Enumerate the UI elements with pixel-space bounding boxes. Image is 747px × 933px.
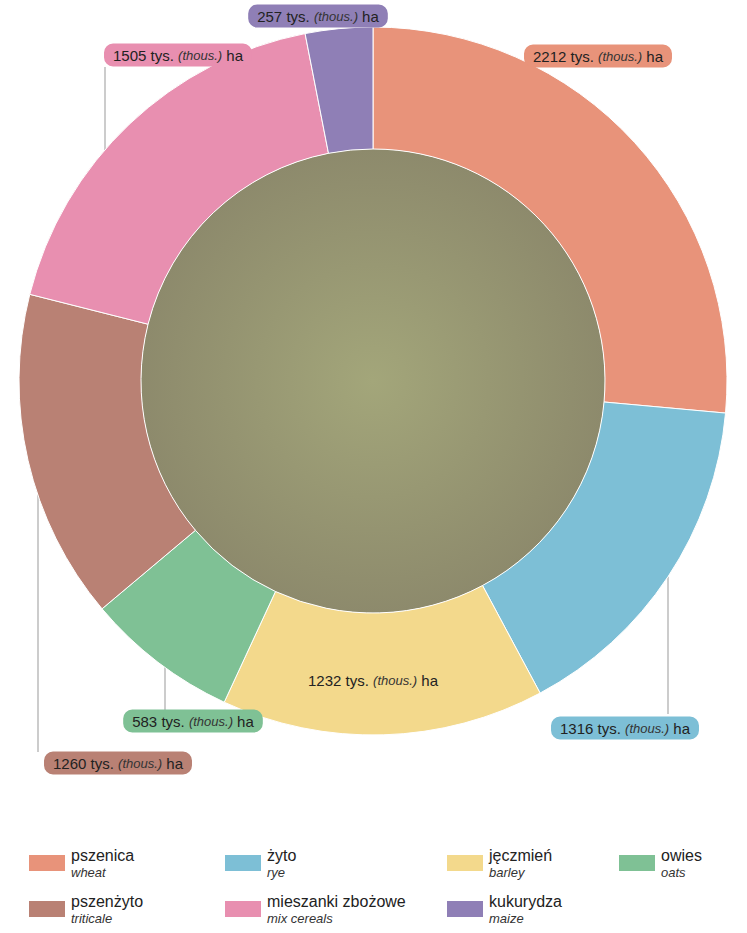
svg-text:(thous.): (thous.) (178, 48, 222, 63)
svg-text:pszenżyto: pszenżyto (71, 893, 143, 910)
svg-text:(thous.): (thous.) (118, 756, 162, 771)
svg-text:1505 tys.: 1505 tys. (113, 47, 178, 64)
svg-text:(thous.): (thous.) (625, 721, 669, 736)
svg-text:ha: ha (162, 755, 184, 772)
svg-text:mieszanki zbożowe: mieszanki zbożowe (267, 893, 406, 910)
svg-text:(thous.): (thous.) (598, 49, 642, 64)
svg-text:1260 tys.: 1260 tys. (53, 755, 118, 772)
svg-text:wheat: wheat (71, 865, 107, 880)
svg-text:(thous.): (thous.) (373, 673, 417, 688)
svg-text:pszenica: pszenica (71, 847, 134, 864)
svg-text:ha: ha (358, 8, 380, 25)
svg-text:ha: ha (669, 720, 691, 737)
svg-text:ha: ha (222, 47, 244, 64)
svg-text:ha: ha (417, 672, 439, 689)
svg-text:barley: barley (489, 865, 526, 880)
svg-text:kukurydza: kukurydza (489, 893, 562, 910)
svg-text:jęczmień: jęczmień (488, 847, 552, 864)
svg-text:ha: ha (233, 713, 255, 730)
svg-text:żyto: żyto (267, 847, 296, 864)
svg-text:257 tys.: 257 tys. (257, 8, 314, 25)
svg-text:oats: oats (661, 865, 686, 880)
svg-text:1232 tys.: 1232 tys. (308, 672, 373, 689)
svg-text:maize: maize (489, 911, 524, 926)
svg-text:owies: owies (661, 847, 702, 864)
svg-text:583 tys.: 583 tys. (132, 713, 189, 730)
svg-text:rye: rye (267, 865, 285, 880)
svg-text:ha: ha (642, 48, 664, 65)
svg-text:1316 tys.: 1316 tys. (560, 720, 625, 737)
svg-text:(thous.): (thous.) (314, 9, 358, 24)
svg-text:mix cereals: mix cereals (267, 911, 333, 926)
svg-text:triticale: triticale (71, 911, 112, 926)
svg-text:2212 tys.: 2212 tys. (533, 48, 598, 65)
svg-text:(thous.): (thous.) (189, 714, 233, 729)
